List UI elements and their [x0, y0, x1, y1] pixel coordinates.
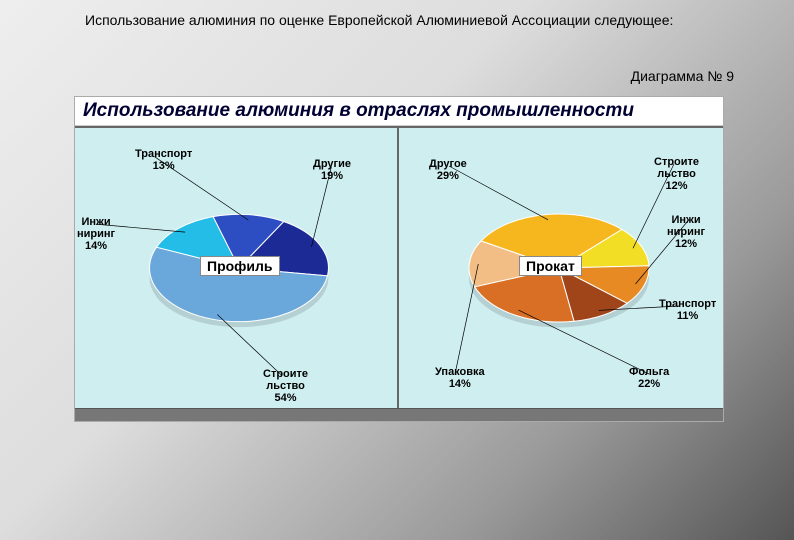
- chart-title: Использование алюминия в отраслях промыш…: [75, 97, 723, 126]
- pie-center-label: Прокат: [519, 256, 582, 276]
- panel-profile: Другие 19% Строите льство 54% Инжи ниринг …: [75, 128, 399, 408]
- slice-label: Строите льство 54%: [263, 368, 308, 404]
- pie-center-label: Профиль: [200, 256, 280, 276]
- slice-label: Инжи ниринг 14%: [77, 216, 115, 252]
- chart-bottom-bar: [75, 408, 723, 421]
- slice-label: Строите льство 12%: [654, 156, 699, 192]
- slice-label: Транспорт 11%: [659, 298, 716, 322]
- slice-label: Фольга 22%: [629, 366, 669, 390]
- slice-label: Другие 19%: [313, 158, 351, 182]
- slice-label: Упаковка 14%: [435, 366, 485, 390]
- slice-label: Инжи ниринг 12%: [667, 214, 705, 250]
- chart-container: Использование алюминия в отраслях промыш…: [74, 96, 724, 422]
- panel-rolled: Другое 29% Строите льство 12% Инжи ниринг …: [399, 128, 723, 408]
- slice-label: Транспорт 13%: [135, 148, 192, 172]
- slice-label: Другое 29%: [429, 158, 467, 182]
- diagram-number: Диаграмма № 9: [631, 68, 734, 84]
- chart-panels: Другие 19% Строите льство 54% Инжи ниринг …: [75, 126, 723, 408]
- intro-text: Использование алюминия по оценке Европей…: [85, 12, 764, 28]
